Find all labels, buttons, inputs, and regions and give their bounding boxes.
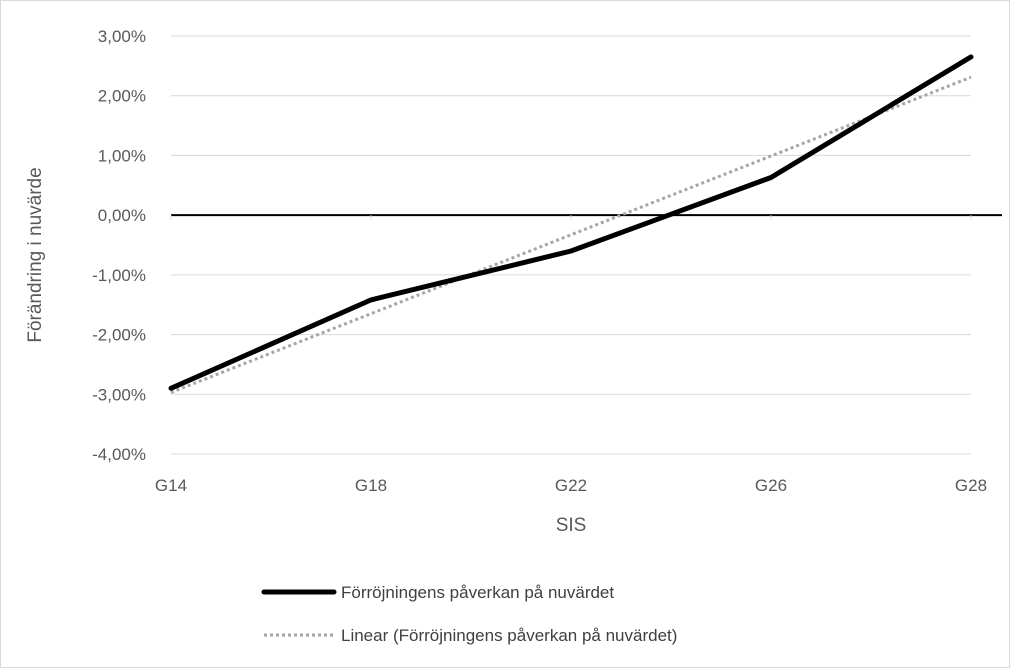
y-tick-label: -4,00% — [92, 445, 146, 464]
legend-label: Förröjningens påverkan på nuvärdet — [341, 583, 614, 602]
y-axis-title: Förändring i nuvärde — [25, 167, 46, 342]
y-tick-label: 0,00% — [98, 206, 146, 225]
x-tick-label: G14 — [155, 476, 187, 495]
y-tick-label: -1,00% — [92, 266, 146, 285]
legend-label: Linear (Förröjningens påverkan på nuvärd… — [341, 626, 677, 645]
x-tick-label: G26 — [755, 476, 787, 495]
y-tick-label: -2,00% — [92, 326, 146, 345]
gridlines — [170, 35, 1002, 455]
x-tick-label: G22 — [555, 476, 587, 495]
legend: Förröjningens påverkan på nuvärdet Linear… — [261, 583, 677, 645]
series-lines — [168, 54, 974, 394]
y-tick-label: 3,00% — [98, 27, 146, 46]
x-tick-label: G28 — [955, 476, 987, 495]
y-tick-label: -3,00% — [92, 385, 146, 404]
x-axis-title: SIS — [556, 515, 587, 536]
y-tick-label: 1,00% — [98, 146, 146, 165]
y-tick-label: 2,00% — [98, 87, 146, 106]
trendline-series — [170, 75, 972, 394]
x-tick-label: G18 — [355, 476, 387, 495]
y-axis-tick-labels: 3,00% 2,00% 1,00% 0,00% -1,00% -2,00% -3,00% -4… — [92, 27, 146, 464]
data-series-line — [168, 54, 974, 391]
x-axis-tick-labels: G14 G18 G22 G26 G28 — [155, 476, 987, 495]
